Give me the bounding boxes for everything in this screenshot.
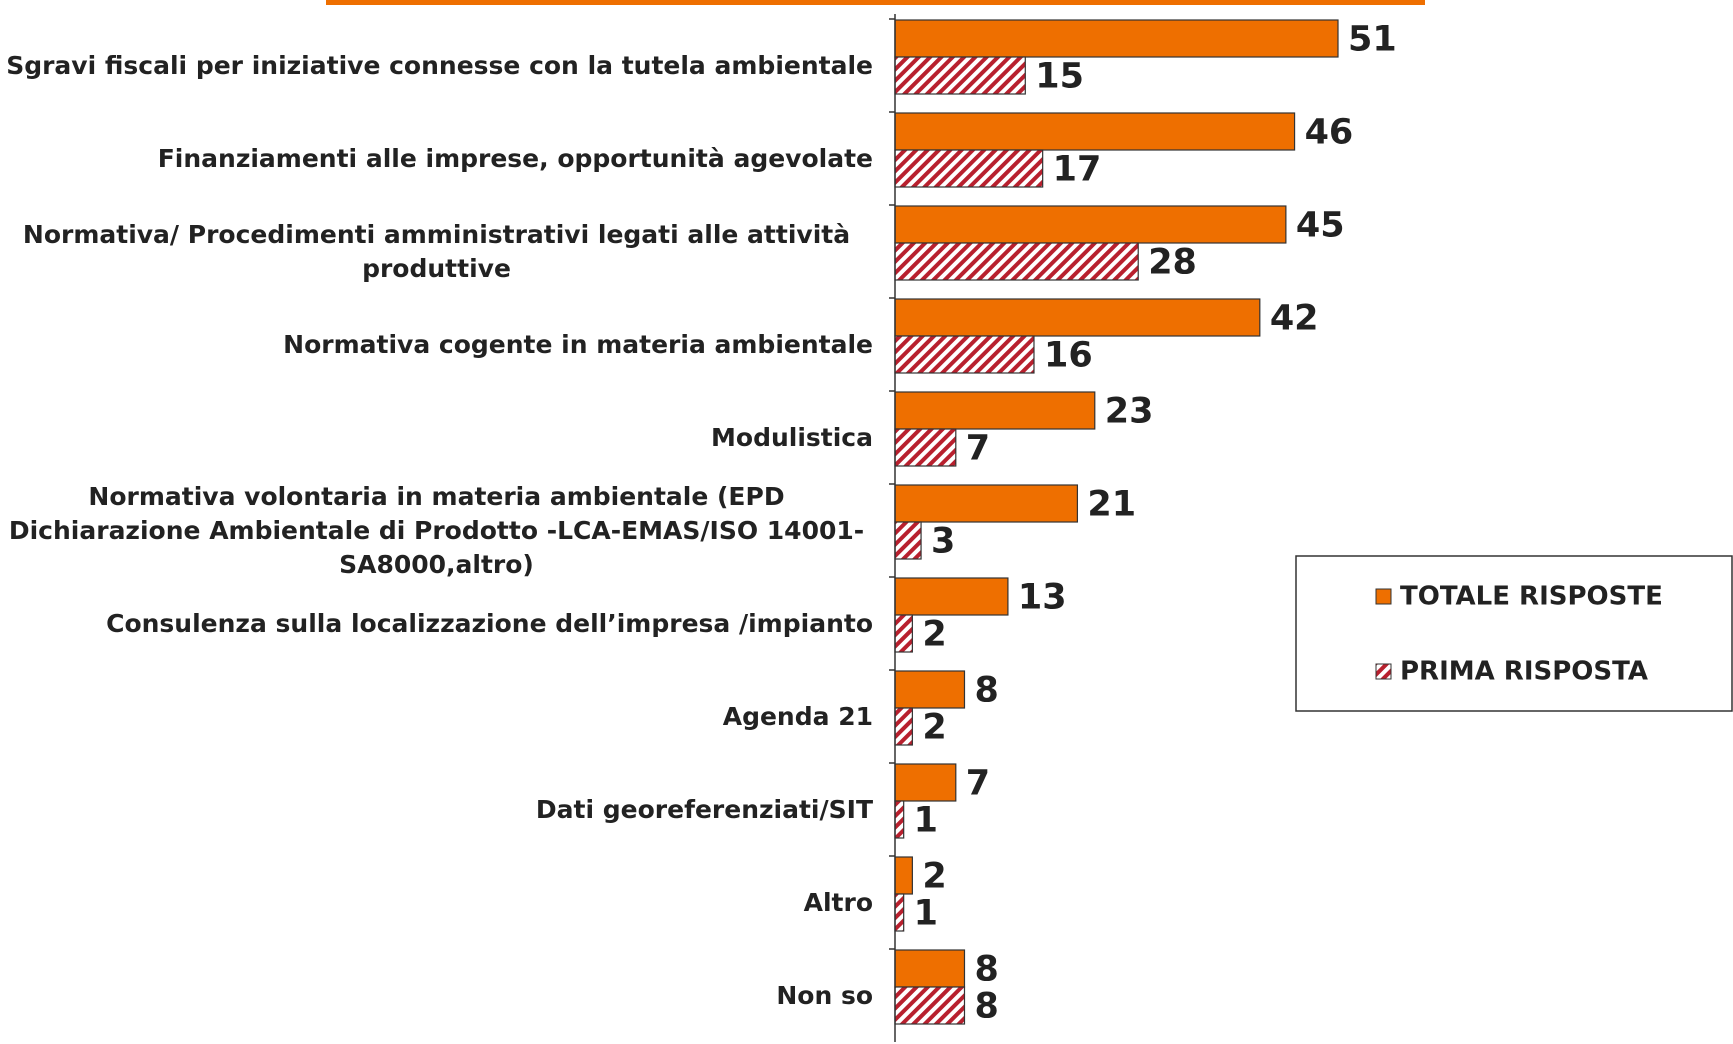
bar — [894, 56, 1026, 95]
bar — [894, 856, 913, 895]
value-label: 8 — [974, 987, 998, 1027]
value-label: 46 — [1305, 113, 1354, 153]
value-label: 15 — [1035, 57, 1084, 97]
category-label: Non so — [776, 980, 873, 1010]
value-label: 51 — [1348, 20, 1397, 60]
legend-swatch — [1375, 588, 1392, 605]
value-label: 8 — [974, 671, 998, 711]
bar — [894, 112, 1296, 151]
value-label: 42 — [1270, 299, 1319, 339]
category-label: Modulistica — [711, 422, 873, 452]
category-label: Finanziamenti alle imprese, opportunità … — [157, 143, 873, 173]
legend-swatch — [1375, 663, 1392, 680]
bar — [894, 763, 957, 802]
bar — [894, 205, 1287, 244]
value-label: 28 — [1148, 243, 1197, 283]
value-label: 17 — [1053, 150, 1102, 190]
value-label: 1 — [914, 894, 938, 934]
category-label: Consulenza sulla localizzazione dell’imp… — [106, 608, 873, 638]
bar — [894, 986, 966, 1025]
value-label: 7 — [966, 429, 990, 469]
legend-label: TOTALE RISPOSTE — [1400, 582, 1663, 612]
category-label: Normativa/ Procedimenti amministrativi l… — [22, 219, 851, 283]
category-label: Dati georeferenziati/SIT — [535, 794, 873, 824]
value-label: 3 — [931, 522, 955, 562]
value-label: 45 — [1296, 206, 1345, 246]
bar — [894, 949, 966, 988]
legend-box — [1295, 555, 1733, 712]
bar — [894, 893, 905, 932]
value-label: 21 — [1087, 485, 1136, 525]
value-label: 7 — [966, 764, 990, 804]
title-underline — [326, 0, 1425, 5]
value-label: 16 — [1044, 336, 1093, 376]
bar — [894, 670, 966, 709]
bar — [894, 428, 957, 467]
value-label: 1 — [914, 801, 938, 841]
bar — [894, 614, 913, 653]
category-label: Altro — [803, 887, 873, 917]
bar — [894, 521, 922, 560]
bar — [894, 19, 1339, 58]
bar — [894, 335, 1035, 374]
bar — [894, 242, 1139, 281]
value-label: 13 — [1018, 578, 1067, 618]
bar — [894, 484, 1079, 523]
value-label: 2 — [922, 708, 946, 748]
value-label: 2 — [922, 857, 946, 897]
bar — [894, 298, 1261, 337]
value-label: 23 — [1105, 392, 1154, 432]
value-label: 8 — [974, 950, 998, 990]
value-label: 2 — [922, 615, 946, 655]
bar — [894, 391, 1096, 430]
bar — [894, 800, 905, 839]
legend-label: PRIMA RISPOSTA — [1400, 657, 1648, 687]
category-label: Normativa cogente in materia ambientale — [283, 329, 873, 359]
category-label: Normativa volontaria in materia ambienta… — [8, 481, 865, 579]
bar — [894, 149, 1044, 188]
category-label: Agenda 21 — [722, 701, 873, 731]
bar — [894, 707, 913, 746]
bar — [894, 577, 1009, 616]
category-label: Sgravi fiscali per iniziative connesse c… — [6, 50, 873, 80]
